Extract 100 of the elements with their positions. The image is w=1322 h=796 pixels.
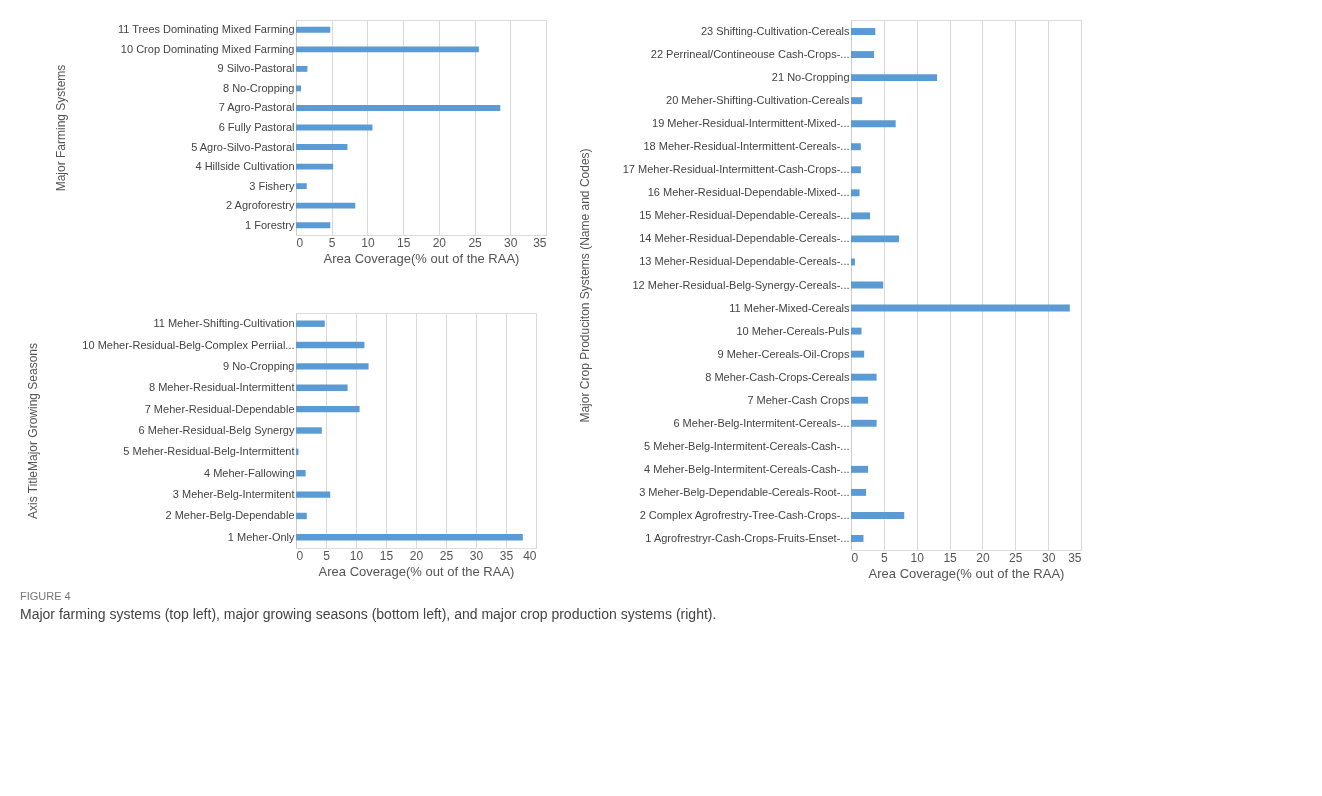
y-tick-label: 10 Meher-Cereals-Puls [736, 324, 850, 337]
y-axis-title: Major Crop Produciton Systems (Name and Codes) [577, 148, 592, 423]
y-tick-label: 20 Meher-Shifting-Cultivation-Cereals [666, 94, 850, 107]
y-tick-label: 1 Forestry [244, 218, 295, 231]
y-tick-label: 15 Meher-Residual-Dependable-Cereals-... [639, 209, 850, 222]
y-tick-label: 23 Shifting-Cultivation-Cereals [700, 25, 850, 38]
y-tick-label: 11 Meher-Mixed-Cereals [729, 301, 850, 314]
y-axis-title: Axis TitleMajor Growing Seasons [25, 342, 40, 520]
y-tick-label: 16 Meher-Residual-Dependable-Mixed-... [647, 186, 850, 199]
y-tick-label: 9 Silvo-Pastoral [217, 62, 295, 75]
bar [296, 46, 479, 53]
y-tick-label: 9 Meher-Cereals-Oil-Crops [717, 347, 850, 360]
bar [296, 491, 331, 498]
y-tick-label: 11 Trees Dominating Mixed Farming [118, 23, 295, 36]
bar [851, 535, 864, 542]
y-tick-label: 3 Meher-Belg-Intermitent [172, 488, 295, 501]
y-tick-label: 6 Meher-Residual-Belg Synergy [138, 424, 295, 436]
y-tick-label: 18 Meher-Residual-Intermittent-Cereals-... [643, 140, 850, 153]
bar [296, 183, 307, 190]
bar [296, 144, 348, 150]
bar [851, 396, 869, 404]
x-tick-label: 10 [361, 235, 375, 250]
x-tick-label: 20 [409, 548, 424, 563]
y-tick-label: 10 Crop Dominating Mixed Farming [120, 42, 295, 55]
bar [851, 327, 862, 335]
bar [296, 341, 365, 349]
bar [296, 202, 356, 209]
bar [851, 373, 877, 381]
bar [851, 304, 1070, 312]
bar [851, 97, 863, 105]
x-tick-label: 0 [296, 235, 304, 250]
bar [851, 143, 861, 151]
bar [296, 405, 360, 413]
bar [851, 74, 938, 82]
x-tick-label: 35 [499, 548, 514, 563]
bar [296, 222, 331, 229]
y-tick-label: 1 Agrofrestryr-Cash-Crops-Fruits-Enset-... [645, 531, 850, 544]
x-tick-label: 35 [533, 235, 547, 250]
bar [296, 163, 334, 170]
bar [296, 65, 308, 72]
bar [851, 189, 860, 197]
y-tick-label: 14 Meher-Residual-Dependable-Cereals-... [639, 232, 850, 245]
bar [296, 534, 523, 541]
y-tick-label: 7 Meher-Cash Crops [747, 393, 850, 406]
y-tick-label: 13 Meher-Residual-Dependable-Cereals-... [639, 255, 850, 268]
bar [851, 235, 899, 243]
x-tick-label: 10 [910, 550, 925, 565]
y-tick-label: 2 Agroforestry [226, 199, 295, 212]
bar [296, 384, 348, 391]
y-tick-label: 4 Meher-Fallowing [204, 466, 295, 479]
x-tick-label: 25 [468, 235, 483, 250]
bar [296, 105, 501, 111]
bar [296, 85, 301, 92]
bar [851, 488, 867, 496]
y-tick-label: 6 Meher-Belg-Intermitent-Cereals-... [673, 416, 850, 429]
y-tick-label: 4 Hillside Cultivation [195, 160, 295, 173]
x-tick-label: 20 [976, 550, 990, 565]
y-tick-label: 5 Meher-Belg-Intermitent-Cereals-Cash-... [644, 439, 850, 452]
x-tick-label: 0 [296, 548, 304, 563]
x-tick-label: 25 [439, 548, 454, 563]
x-tick-label: 30 [1041, 550, 1056, 565]
bar [851, 166, 861, 174]
x-tick-label: 15 [943, 550, 958, 565]
bar [296, 26, 331, 33]
bar [296, 320, 325, 327]
y-tick-label: 3 Meher-Belg-Dependable-Cereals-Root-... [639, 485, 850, 498]
bar [851, 28, 876, 35]
y-tick-label: 2 Meher-Belg-Dependable [165, 509, 295, 522]
x-tick-label: 30 [469, 548, 484, 563]
x-tick-label: 0 [851, 550, 859, 565]
y-tick-label: 8 Meher-Cash-Crops-Cereals [705, 370, 850, 383]
y-tick-label: 3 Fishery [249, 179, 295, 192]
y-tick-label: 7 Agro-Pastoral [218, 101, 295, 114]
y-tick-label: 6 Fully Pastoral [218, 121, 295, 133]
x-axis-title: Area Coverage(% out of the RAA) [868, 565, 1065, 581]
text: Major farming systems (top left), major growing seasons (bottom left), and major crop production systems (right). [20, 606, 718, 622]
x-tick-label: 25 [1009, 550, 1023, 565]
y-tick-label: 11 Meher-Shifting-Cultivation [153, 317, 295, 330]
x-tick-label: 10 [349, 548, 364, 563]
y-tick-label: 2 Complex Agrofrestry-Tree-Cash-Crops-... [639, 508, 850, 521]
y-axis-title: Major Farming Systems [53, 64, 68, 192]
y-tick-label: 17 Meher-Residual-Intermittent-Cash-Crops-... [622, 163, 850, 176]
bar [851, 465, 869, 473]
x-tick-label: 20 [432, 235, 447, 250]
x-tick-label: 40 [523, 548, 537, 563]
y-tick-label: 1 Meher-Only [227, 530, 295, 543]
x-axis-title: Area Coverage(% out of the RAA) [323, 250, 520, 266]
y-tick-label: 8 Meher-Residual-Intermittent [148, 381, 295, 394]
bar [296, 363, 369, 370]
bar [851, 51, 874, 59]
x-tick-label: 5 [881, 550, 889, 565]
x-tick-label: 30 [504, 235, 518, 250]
caption: FIGURE 4 [20, 590, 72, 602]
bar [851, 120, 896, 128]
y-tick-label: 5 Meher-Residual-Belg-Intermittent [123, 445, 295, 458]
x-tick-label: 5 [328, 235, 336, 250]
bar [851, 511, 905, 519]
x-tick-label: 15 [396, 235, 411, 250]
bar [851, 419, 877, 427]
y-tick-label: 12 Meher-Residual-Belg-Synergy-Cereals-... [632, 278, 850, 291]
